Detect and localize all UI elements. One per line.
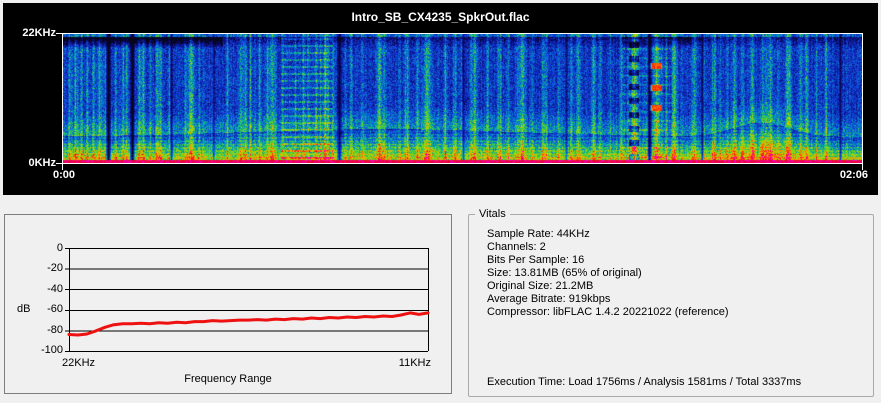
vitals-line-channels: Channels: 2	[487, 241, 546, 253]
x-axis-tick-mark	[62, 164, 63, 170]
vitals-line-size: Size: 13.81MB (65% of original)	[487, 267, 642, 279]
frequency-response-panel: 0 -20 -40 -60 -80 -100 dB 22KHz 11KHz Fr…	[4, 214, 452, 394]
vitals-line-average-bitrate: Average Bitrate: 919kbps	[487, 293, 611, 305]
y-tick-label: -20	[47, 262, 63, 274]
vitals-line-compressor: Compressor: libFLAC 1.4.2 20221022 (refe…	[487, 306, 729, 318]
y-tick-label: -80	[47, 324, 63, 336]
spectrogram-ymin-label: 0KHz	[28, 157, 56, 169]
y-axis-tick-mark	[56, 33, 63, 34]
vitals-groupbox: Vitals Sample Rate: 44KHz Channels: 2 Bi…	[468, 208, 874, 397]
y-tick-label: -40	[47, 283, 63, 295]
vitals-info-list: Sample Rate: 44KHz Channels: 2 Bits Per …	[487, 228, 729, 319]
y-axis-title: dB	[17, 303, 31, 315]
spectrogram-ymax-label: 22KHz	[22, 27, 56, 39]
x-axis-tick-mark	[862, 164, 863, 170]
y-tick-label: -100	[40, 344, 63, 356]
spectrogram-plot-frame	[62, 33, 863, 164]
vitals-line-original-size: Original Size: 21.2MB	[487, 280, 594, 292]
spectrogram-panel: Intro_SB_CX4235_SpkrOut.flac 22KHz 0KHz …	[3, 3, 878, 195]
y-tick-label: 0	[56, 242, 63, 254]
x-axis-title: Frequency Range	[184, 373, 272, 385]
spectrogram-time-start-label: 0:00	[53, 169, 76, 181]
y-axis-tick-mark	[56, 163, 63, 164]
execution-time-line: Execution Time: Load 1756ms / Analysis 1…	[487, 376, 802, 388]
spectrogram-time-end-label: 02:06	[839, 169, 868, 181]
vitals-line-sample-rate: Sample Rate: 44KHz	[487, 228, 590, 240]
x-tick-label-right: 11KHz	[398, 357, 431, 369]
y-tick-label: -60	[47, 303, 63, 315]
x-tick-label-left: 22KHz	[62, 357, 96, 369]
vitals-legend: Vitals	[475, 208, 510, 221]
frequency-response-chart	[65, 248, 430, 352]
vitals-line-bits-per-sample: Bits Per Sample: 16	[487, 254, 585, 266]
spectrogram-title: Intro_SB_CX4235_SpkrOut.flac	[351, 10, 530, 24]
spectrogram-canvas	[63, 34, 862, 163]
